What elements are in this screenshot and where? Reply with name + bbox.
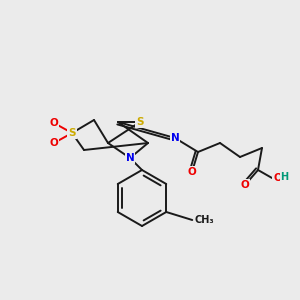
Text: N: N — [171, 133, 179, 143]
Text: S: S — [136, 117, 144, 127]
Text: O: O — [50, 118, 58, 128]
Text: O: O — [273, 173, 282, 183]
Text: O: O — [188, 167, 196, 177]
Text: N: N — [126, 153, 134, 163]
Text: O: O — [241, 180, 249, 190]
Text: O: O — [50, 138, 58, 148]
Text: S: S — [68, 128, 76, 138]
Text: H: H — [280, 172, 288, 182]
Text: CH₃: CH₃ — [194, 215, 214, 225]
